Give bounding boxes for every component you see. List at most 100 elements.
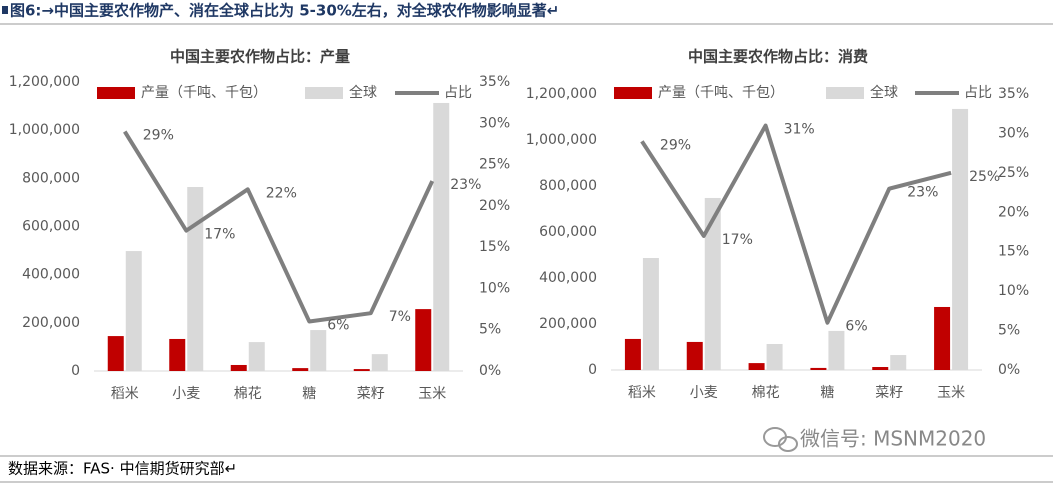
x-tick-label: 小麦 (690, 385, 718, 401)
y2-tick-label: 15% (998, 244, 1029, 260)
bar (125, 251, 142, 371)
share-line (123, 130, 435, 324)
watermark-icon (763, 427, 798, 452)
y-tick-label: 1,200,000 (9, 74, 80, 90)
bar (415, 309, 432, 371)
bar (107, 336, 124, 371)
x-tick-label: 糖 (302, 386, 316, 402)
data-label: 7% (389, 309, 411, 325)
y-tick-label: 600,000 (539, 224, 597, 240)
legend-swatch (305, 87, 343, 99)
x-tick-label: 棉花 (234, 385, 262, 402)
legend-label: 占比 (964, 85, 992, 101)
bar (169, 338, 186, 371)
y2-tick-label: 20% (998, 204, 1029, 220)
chart: 中国主要农作物占比：产量 0 200,000 400,000 600,000 800,00… (9, 48, 510, 403)
x-tick-label: 糖 (820, 385, 834, 401)
bullet (2, 6, 8, 14)
bar (310, 330, 327, 371)
bar (890, 355, 907, 370)
y-tick-label: 1,000,000 (526, 132, 597, 148)
data-label: 6% (327, 317, 349, 333)
y-tick-label: 0 (588, 362, 597, 378)
y2-tick-label: 30% (479, 115, 510, 131)
bar (952, 108, 969, 370)
bar (624, 338, 641, 370)
x-tick-label: 棉花 (752, 384, 780, 401)
bar (353, 369, 370, 371)
figure-title: 图6:→中国主要农作物产、消在全球占比为 5-30%左右，对全球农作物影响显著↵ (10, 2, 559, 20)
watermark: 微信号: MSNM2020 (800, 427, 986, 451)
bar (230, 364, 247, 371)
y2-tick-label: 15% (479, 239, 510, 255)
data-label: 17% (204, 227, 235, 243)
bar (292, 368, 309, 371)
y-tick-label: 200,000 (539, 316, 597, 332)
y-tick-label: 1,200,000 (526, 86, 597, 102)
x-tick-label: 玉米 (937, 385, 965, 401)
legend-swatch (826, 87, 864, 99)
y2-tick-label: 10% (998, 283, 1029, 299)
bar (872, 367, 889, 370)
y2-tick-label: 35% (998, 86, 1029, 102)
bar (642, 257, 659, 370)
y2-tick-label: 35% (479, 74, 510, 90)
y2-tick-label: 30% (998, 125, 1029, 141)
bar (748, 363, 765, 370)
share-line (640, 123, 952, 325)
y-tick-label: 800,000 (22, 170, 80, 186)
bar (810, 367, 827, 370)
data-label: 6% (845, 319, 867, 335)
y-tick-label: 0 (71, 363, 80, 379)
y-tick-label: 600,000 (22, 219, 80, 235)
legend-swatch (97, 87, 135, 99)
x-tick-label: 稻米 (111, 386, 139, 402)
legend-label: 全球 (870, 84, 898, 101)
bar (248, 342, 265, 371)
data-label: 29% (143, 128, 174, 144)
y2-tick-label: 0% (479, 363, 501, 379)
y-tick-label: 400,000 (539, 270, 597, 286)
y-tick-label: 400,000 (22, 267, 80, 283)
legend-label: 产量（千吨、千包） (658, 85, 784, 101)
bar (433, 102, 450, 371)
x-tick-label: 稻米 (628, 385, 656, 401)
bar (766, 344, 783, 370)
x-tick-label: 玉米 (418, 386, 446, 402)
x-tick-label: 菜籽 (357, 386, 385, 402)
legend-swatch (614, 87, 652, 99)
y2-tick-label: 0% (998, 362, 1020, 378)
legend-label: 产量（千吨、千包） (141, 85, 267, 101)
y2-tick-label: 10% (479, 280, 510, 296)
data-label: 22% (266, 185, 297, 201)
chart-title: 中国主要农作物占比：消费 (688, 48, 868, 66)
y-tick-label: 800,000 (539, 178, 597, 194)
y2-tick-label: 20% (479, 198, 510, 214)
data-label: 23% (907, 185, 938, 201)
source-note: 数据来源：FAS· 中信期货研究部↵ (8, 460, 237, 478)
legend-label: 全球 (349, 84, 377, 101)
y2-tick-label: 5% (998, 323, 1020, 339)
data-label: 25% (969, 169, 1000, 185)
bar (704, 197, 721, 370)
legend-label: 占比 (444, 85, 472, 101)
y2-tick-label: 5% (479, 322, 501, 338)
x-tick-label: 小麦 (172, 386, 200, 402)
data-label: 17% (722, 232, 753, 248)
bar (686, 341, 703, 370)
bar (371, 354, 388, 371)
chart-title: 中国主要农作物占比：产量 (170, 48, 350, 66)
chart: 中国主要农作物占比：消费 0 200,000 400,000 600,000 800,00… (526, 48, 1029, 402)
bar (934, 306, 951, 370)
y-tick-label: 1,000,000 (9, 122, 80, 138)
y-tick-label: 200,000 (22, 315, 80, 331)
data-label: 23% (450, 177, 481, 193)
y2-tick-label: 25% (479, 157, 510, 173)
bar (187, 187, 204, 371)
y2-tick-label: 25% (998, 165, 1029, 181)
data-label: 31% (784, 122, 815, 138)
data-label: 29% (660, 137, 691, 153)
x-tick-label: 菜籽 (875, 385, 903, 401)
bar (828, 330, 845, 370)
